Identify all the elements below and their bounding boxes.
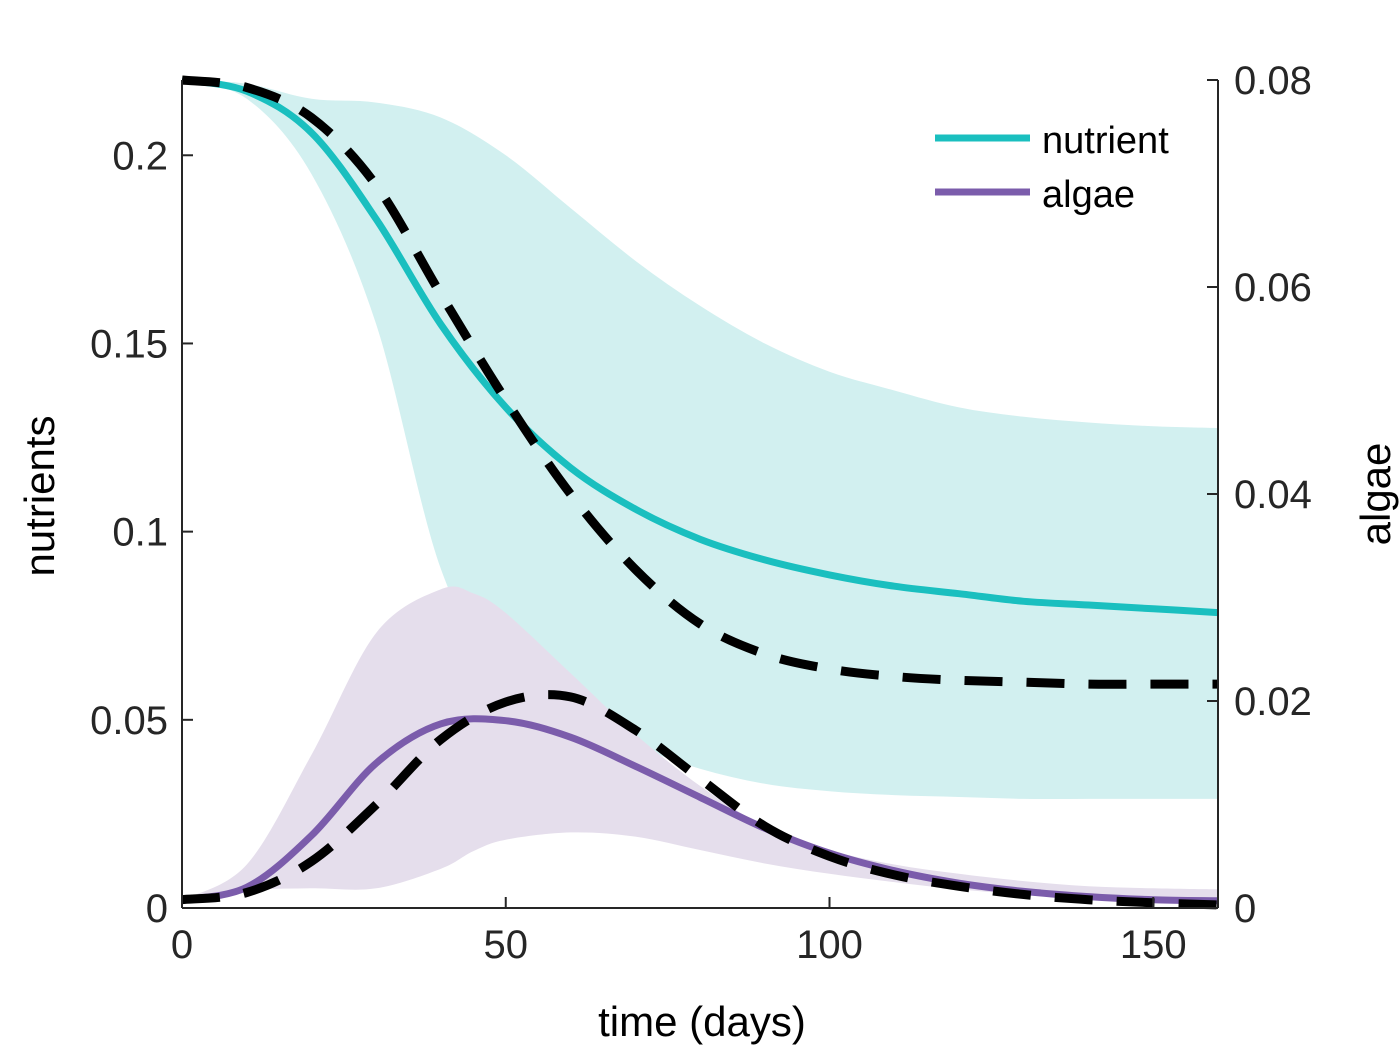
y-left-tick-label: 0.2 [112, 134, 168, 178]
y-left-tick-label: 0.1 [112, 511, 168, 555]
nutrient-range-band [182, 80, 1218, 800]
legend-nutrient-label: nutrient [1042, 120, 1169, 162]
y-right-tick-label: 0.04 [1234, 473, 1312, 517]
y-right-axis-title: algae [1352, 443, 1399, 546]
x-tick-label: 100 [796, 923, 863, 967]
y-left-tick-label: 0.15 [90, 322, 168, 366]
algae-dashed-line [181, 690, 1219, 910]
y-left-tick-label: 0 [146, 887, 168, 931]
y-right-tick-label: 0.06 [1234, 266, 1312, 310]
legend: nutrient algae [935, 120, 1169, 216]
algae-line [181, 715, 1219, 905]
x-tick-label: 50 [484, 923, 529, 967]
nutrient-dashed-line [181, 75, 1218, 689]
y-right-tick-label: 0.02 [1234, 680, 1312, 724]
series-lines [181, 75, 1219, 910]
nutrient-line [181, 76, 1219, 617]
y-left-axis-title: nutrients [16, 415, 63, 576]
x-tick-label: 0 [171, 923, 193, 967]
y-right-tick-label: 0.08 [1234, 59, 1312, 103]
legend-algae-label: algae [1042, 174, 1135, 216]
ticks: 0 50 100 150 0 0.05 0.1 0.15 0.2 0 0.02 0.04 0.06 0.0… [90, 59, 1312, 967]
y-right-tick-label: 0 [1234, 887, 1256, 931]
x-axis-title: time (days) [598, 998, 806, 1045]
x-tick-label: 150 [1120, 923, 1187, 967]
y-left-tick-label: 0.05 [90, 699, 168, 743]
confidence-bands [182, 80, 1218, 901]
algae-range-band [182, 586, 1218, 901]
